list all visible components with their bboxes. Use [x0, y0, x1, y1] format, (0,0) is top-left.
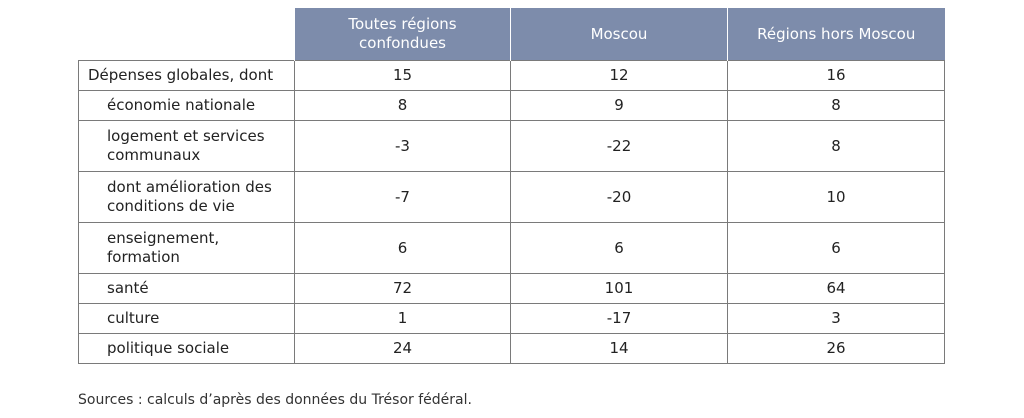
header-all-regions: Toutes régions confondues	[294, 8, 511, 61]
cell-all-regions: 24	[294, 333, 511, 364]
cell-regions-excluding-moscow: 6	[727, 222, 945, 274]
row-label: économie nationale	[78, 90, 295, 121]
table-row: Dépenses globales, dont 15 12 16	[78, 60, 945, 91]
header-moscow: Moscou	[510, 8, 728, 61]
cell-regions-excluding-moscow: 8	[727, 120, 945, 172]
cell-all-regions: -7	[294, 171, 511, 223]
table-row: santé 72 101 64	[78, 273, 945, 304]
table-row: économie nationale 8 9 8	[78, 90, 945, 121]
cell-moscow: -20	[510, 171, 728, 223]
cell-moscow: -17	[510, 303, 728, 334]
cell-regions-excluding-moscow: 26	[727, 333, 945, 364]
table-row: logement et services communaux -3 -22 8	[78, 120, 945, 172]
cell-all-regions: 72	[294, 273, 511, 304]
data-table-container: Toutes régions confondues Moscou Régions…	[78, 8, 945, 364]
source-note: Sources : calculs d’après des données du…	[78, 392, 472, 408]
cell-all-regions: 1	[294, 303, 511, 334]
cell-all-regions: 15	[294, 60, 511, 91]
cell-regions-excluding-moscow: 8	[727, 90, 945, 121]
row-label: dont amélioration des conditions de vie	[78, 171, 295, 223]
table-header-row: Toutes régions confondues Moscou Régions…	[78, 8, 945, 61]
cell-regions-excluding-moscow: 64	[727, 273, 945, 304]
table-row: dont amélioration des conditions de vie …	[78, 171, 945, 223]
cell-moscow: 12	[510, 60, 728, 91]
table-row: culture 1 -17 3	[78, 303, 945, 334]
cell-moscow: 6	[510, 222, 728, 274]
row-label: Dépenses globales, dont	[78, 60, 295, 91]
cell-moscow: 14	[510, 333, 728, 364]
cell-moscow: 9	[510, 90, 728, 121]
cell-moscow: -22	[510, 120, 728, 172]
cell-all-regions: 8	[294, 90, 511, 121]
cell-regions-excluding-moscow: 16	[727, 60, 945, 91]
row-label: santé	[78, 273, 295, 304]
regional-spending-table: Toutes régions confondues Moscou Régions…	[78, 8, 945, 364]
header-regions-excluding-moscow: Régions hors Moscou	[727, 8, 945, 61]
cell-all-regions: -3	[294, 120, 511, 172]
header-blank-cell	[78, 8, 295, 61]
table-row: politique sociale 24 14 26	[78, 333, 945, 364]
cell-regions-excluding-moscow: 10	[727, 171, 945, 223]
table-row: enseignement, formation 6 6 6	[78, 222, 945, 274]
row-label: logement et services communaux	[78, 120, 295, 172]
row-label: enseignement, formation	[78, 222, 295, 274]
row-label: culture	[78, 303, 295, 334]
cell-moscow: 101	[510, 273, 728, 304]
cell-all-regions: 6	[294, 222, 511, 274]
row-label: politique sociale	[78, 333, 295, 364]
cell-regions-excluding-moscow: 3	[727, 303, 945, 334]
